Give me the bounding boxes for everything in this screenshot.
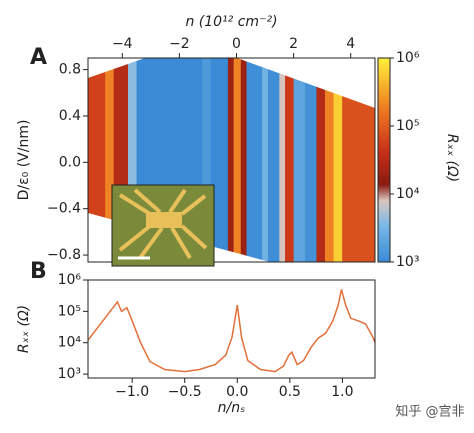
heatmap-cell xyxy=(305,58,317,262)
y-tick-label: 0.8 xyxy=(59,62,81,78)
colorbar-tick-label: 10⁵ xyxy=(396,118,419,134)
heatmap-cell xyxy=(88,58,106,262)
y-tick-label: 10⁴ xyxy=(58,335,82,351)
heatmap-cell xyxy=(285,58,295,262)
heatmap-cell xyxy=(105,58,115,262)
colorbar-tick-label: 10⁴ xyxy=(396,186,420,202)
watermark: 知乎 @宫非 xyxy=(395,404,464,420)
heatmap-cell xyxy=(210,58,229,262)
y-tick-label: 0.0 xyxy=(59,154,81,170)
heatmap-cell xyxy=(325,58,335,262)
plot-frame xyxy=(87,57,376,263)
y-axis-label: Rₓₓ (Ω) xyxy=(16,305,32,353)
x-tick-label: 1.0 xyxy=(331,384,353,400)
heatmap-cell xyxy=(279,58,286,262)
colorbar xyxy=(377,57,391,263)
heatmap-cell xyxy=(202,58,212,262)
x-tick-label: 4 xyxy=(346,36,355,52)
heatmap-cell xyxy=(342,58,375,262)
x-tick-label: 0.5 xyxy=(279,384,301,400)
x-tick-label: 2 xyxy=(289,36,298,52)
colorbar-tick-label: 10⁶ xyxy=(396,50,420,66)
y-tick-label: −0.4 xyxy=(47,201,81,217)
x-tick-label: −2 xyxy=(169,36,190,52)
heatmap-cell xyxy=(246,58,263,262)
x-axis-label: n/nₛ xyxy=(218,400,246,416)
heatmap-cell xyxy=(227,58,235,262)
panel-label: A xyxy=(30,45,47,70)
x-tick-label: −0.5 xyxy=(168,384,202,400)
y-tick-label: 10⁵ xyxy=(58,303,81,319)
data-line xyxy=(87,289,376,373)
heatmap-cell xyxy=(233,58,242,262)
heatmap-cell xyxy=(127,58,138,262)
x-tick-label: −4 xyxy=(112,36,133,52)
heatmap-cell xyxy=(333,58,343,262)
y-tick-label: −0.8 xyxy=(47,247,81,263)
plot-frame xyxy=(87,279,376,379)
heatmap-cell xyxy=(267,58,280,262)
colorbar-tick-label: 10³ xyxy=(396,254,419,270)
panel-label: B xyxy=(30,259,47,284)
y-tick-label: 10⁶ xyxy=(58,272,82,288)
inset-photo xyxy=(111,184,215,267)
y-axis-label: D/ε₀ (V/nm) xyxy=(16,120,32,201)
x-axis-label: n (10¹² cm⁻²) xyxy=(185,14,277,30)
y-tick-label: 0.4 xyxy=(59,108,81,124)
y-tick-label: 10³ xyxy=(58,366,81,382)
heatmap-cell xyxy=(293,58,306,262)
heatmap-cell xyxy=(240,58,247,262)
x-tick-label: 0 xyxy=(232,36,241,52)
x-tick-label: −1.0 xyxy=(115,384,149,400)
colorbar-label: Rₓₓ (Ω) xyxy=(444,134,460,182)
heatmap-cell xyxy=(316,58,326,262)
heatmap-cell xyxy=(262,58,269,262)
plots: −4 −2 0 2 4 0.8 0.4 0.0 −0.4 −0.8 n (10¹² cm⁻²) D/ε… xyxy=(16,14,460,416)
heatmap xyxy=(88,58,375,262)
x-tick-label: 0.0 xyxy=(226,384,248,400)
